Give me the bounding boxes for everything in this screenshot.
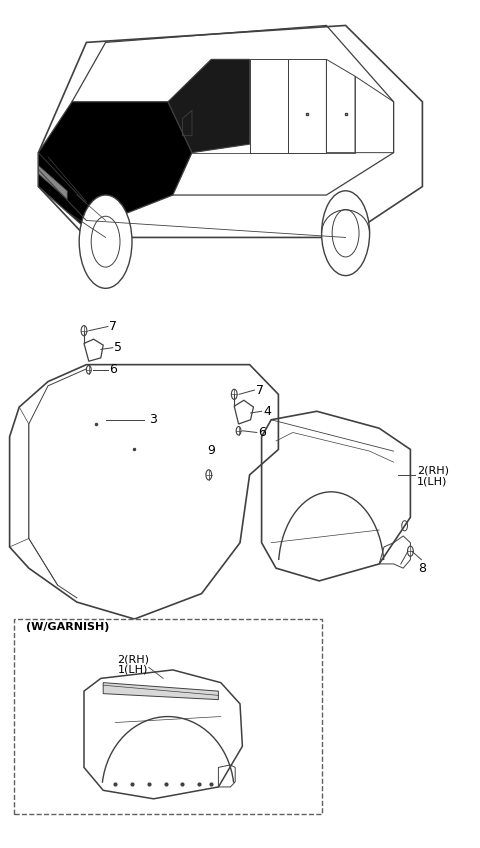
Circle shape [322, 191, 370, 276]
Text: 7: 7 [256, 383, 264, 397]
Circle shape [206, 470, 212, 480]
Text: 6: 6 [258, 426, 266, 439]
Circle shape [236, 427, 241, 435]
FancyBboxPatch shape [14, 619, 322, 814]
Circle shape [86, 365, 91, 374]
Polygon shape [103, 683, 218, 700]
Text: 1(LH): 1(LH) [417, 477, 447, 487]
Text: 9: 9 [207, 444, 215, 457]
Circle shape [408, 546, 413, 556]
Text: 7: 7 [109, 320, 118, 333]
Text: 8: 8 [419, 561, 427, 575]
Text: 4: 4 [263, 404, 271, 418]
Polygon shape [38, 165, 67, 199]
Text: 2(RH): 2(RH) [417, 466, 449, 476]
Text: 5: 5 [114, 341, 122, 354]
Circle shape [79, 195, 132, 288]
Text: 2(RH): 2(RH) [118, 655, 150, 665]
Text: 3: 3 [149, 413, 156, 427]
Polygon shape [38, 102, 192, 229]
Text: 6: 6 [109, 363, 117, 377]
Circle shape [81, 326, 87, 336]
Polygon shape [168, 59, 250, 153]
Circle shape [231, 389, 237, 399]
Text: (W/GARNISH): (W/GARNISH) [26, 622, 110, 632]
Text: 1(LH): 1(LH) [118, 665, 148, 675]
